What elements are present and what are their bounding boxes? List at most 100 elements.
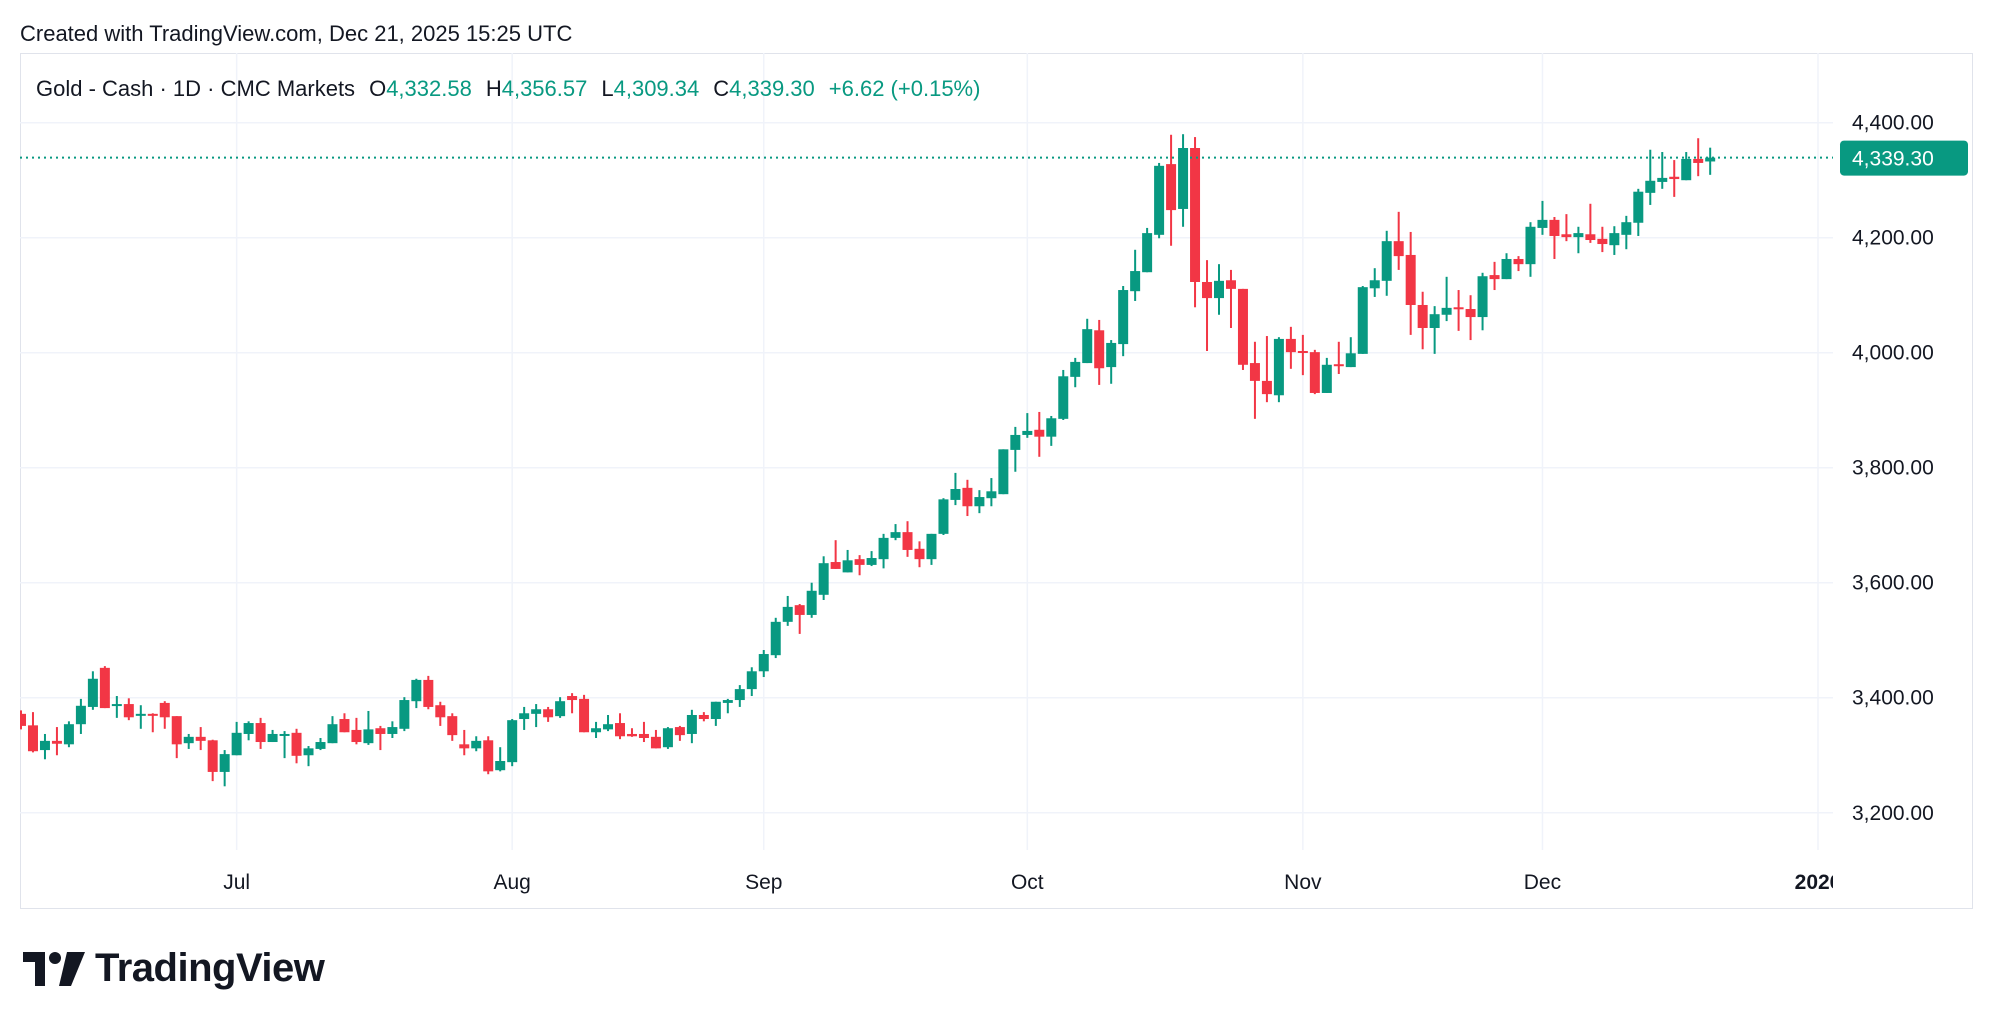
price-axis[interactable]: 3,200.00 3,400.00 3,600.00 3,800.00 4,000.00… (1852, 112, 1934, 825)
candle-body-up (507, 720, 518, 763)
candle (1453, 290, 1464, 331)
candle (375, 725, 386, 751)
candle-wick (379, 725, 382, 751)
candle-body-up (938, 499, 949, 534)
candle (1513, 256, 1524, 272)
candle-wick (1697, 138, 1700, 177)
candle (1573, 226, 1584, 254)
candle-body-down (459, 744, 470, 749)
candle (1190, 137, 1201, 308)
time-axis[interactable]: Jul Aug Sep Oct Nov Dec 2026 (223, 871, 1841, 894)
candle (291, 728, 302, 764)
candle-body-down (171, 716, 182, 745)
candle (1561, 214, 1572, 242)
candle (1645, 149, 1656, 205)
candle-body-up (591, 728, 602, 733)
candle-wick (1661, 152, 1664, 189)
candle (303, 746, 314, 767)
candle (339, 713, 350, 733)
candle (830, 540, 841, 569)
tradingview-logo-icon (23, 951, 85, 986)
symbol-legend: Gold - Cash · 1D · CMC Markets O4,332.58 H… (36, 76, 980, 102)
candle (147, 713, 158, 733)
candle (1070, 357, 1081, 388)
last-price-badge (1840, 140, 1968, 176)
candle-wick (571, 693, 574, 714)
candle-body-up (926, 533, 937, 560)
tradingview-logo[interactable]: TradingView (23, 946, 325, 991)
candle (962, 479, 973, 517)
candle (471, 736, 482, 752)
candle-body-up (327, 724, 338, 744)
candle (1345, 337, 1356, 368)
candle-body-up (111, 704, 122, 707)
candle-wick (367, 710, 370, 745)
candle-wick (151, 713, 154, 733)
candle-body-up (1106, 342, 1117, 368)
candle-body-down (1166, 164, 1177, 211)
candle (1106, 340, 1117, 384)
candle-body-up (1214, 280, 1224, 299)
candle (243, 721, 254, 741)
candle-body-down (1489, 275, 1500, 280)
candle-wick (1206, 260, 1209, 351)
candle (1681, 152, 1692, 181)
candle-body-up (770, 621, 781, 656)
candle-body-up (183, 736, 194, 744)
candle (1261, 336, 1272, 403)
candle-body-up (411, 679, 422, 702)
time-tick-label: Dec (1524, 871, 1561, 894)
candle-wick (535, 704, 538, 728)
close-value: 4,339.30 (729, 76, 815, 101)
candles (20, 134, 1716, 787)
candle (854, 555, 865, 576)
candle (1669, 160, 1680, 197)
candle-body-up (1537, 219, 1548, 228)
candle (1297, 334, 1308, 376)
candle (1417, 291, 1428, 350)
candle (603, 714, 614, 732)
candle-body-up (531, 709, 542, 714)
price-tick-label: 3,800.00 (1852, 457, 1934, 480)
candle-body-down (1693, 158, 1704, 163)
candle-body-up (1621, 222, 1632, 235)
candle (75, 698, 86, 734)
price-tick-label: 4,400.00 (1852, 112, 1934, 135)
candle (231, 721, 242, 756)
candle-body-up (950, 489, 961, 500)
candle-body-down (207, 740, 218, 772)
candle (758, 650, 769, 678)
time-tick-label: Sep (745, 871, 782, 894)
candle (1585, 203, 1596, 243)
candle (1142, 227, 1153, 273)
candle-wick (499, 747, 502, 772)
candle-wick (1433, 306, 1436, 354)
candle (1693, 138, 1704, 177)
candle (327, 716, 338, 744)
candle (219, 750, 230, 787)
candle-body-down (830, 562, 841, 569)
candle (87, 671, 98, 710)
candle-body-up (555, 701, 566, 717)
candle-body-up (1525, 226, 1536, 265)
candle (255, 717, 266, 749)
candle (1237, 288, 1248, 370)
high-label: H (485, 76, 502, 101)
candle (1621, 215, 1632, 250)
candle-body-up (782, 606, 793, 622)
candle-body-down (1094, 330, 1105, 369)
candle (1249, 341, 1260, 419)
candle-body-down (638, 733, 649, 738)
candle (1705, 147, 1716, 175)
candle (411, 678, 422, 709)
candle-body-up (315, 742, 326, 749)
candle-body-up (1633, 191, 1644, 223)
candle (279, 731, 290, 759)
candle (926, 533, 937, 565)
candle-body-up (303, 748, 314, 756)
candle (842, 549, 853, 573)
candle-wick (1301, 334, 1304, 376)
candle-body-up (1705, 157, 1716, 162)
tradingview-logo-text: TradingView (95, 946, 325, 990)
